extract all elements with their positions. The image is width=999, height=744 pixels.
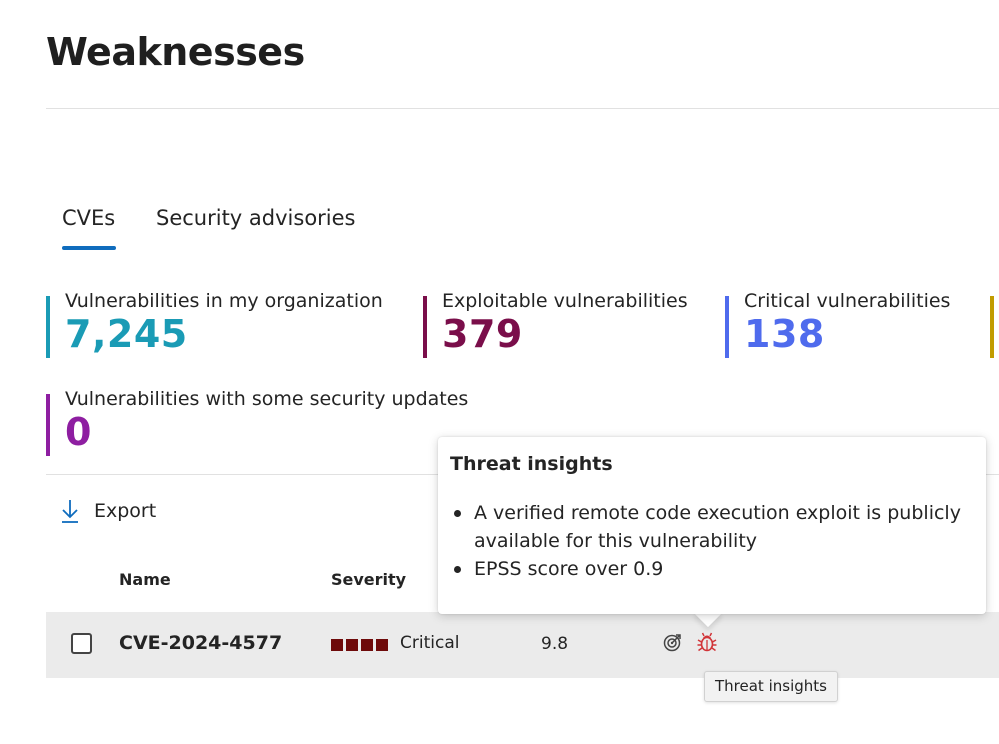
cvss-score: 9.8 (541, 634, 569, 654)
export-label: Export (94, 500, 157, 522)
cve-name[interactable]: CVE-2024-4577 (119, 632, 283, 654)
row-checkbox[interactable] (71, 633, 92, 654)
stat-color-bar (423, 296, 427, 358)
stat-label: Exploitable vulnerabilities (442, 290, 688, 312)
severity-label: Critical (400, 633, 460, 653)
export-button[interactable]: Export (60, 496, 156, 526)
stat-label: Vulnerabilities in my organization (65, 290, 383, 312)
download-arrow-icon (62, 500, 78, 523)
severity-square (361, 639, 373, 651)
tab-selected-indicator (62, 246, 116, 250)
tab-security-advisories[interactable]: Security advisories (156, 206, 356, 230)
popover-list: A verified remote code execution exploit… (450, 499, 970, 583)
stat-color-bar (725, 296, 729, 358)
stat-label: Critical vulnerabilities (744, 290, 951, 312)
target-icon[interactable] (663, 632, 683, 652)
severity-indicator (331, 639, 388, 651)
page-title: Weaknesses (46, 30, 305, 74)
stat-label: Vulnerabilities with some security updat… (65, 388, 469, 410)
tab-cves[interactable]: CVEs (62, 206, 116, 230)
title-divider (46, 108, 999, 109)
tooltip: Threat insights (704, 671, 838, 702)
popover-title: Threat insights (450, 453, 613, 475)
popover-list-item: A verified remote code execution exploit… (450, 499, 970, 555)
table-row[interactable] (46, 612, 999, 678)
stat-color-bar (990, 296, 994, 358)
stat-value: 379 (442, 312, 523, 356)
severity-square (331, 639, 343, 651)
stat-color-bar (46, 394, 50, 456)
column-header-name[interactable]: Name (119, 570, 171, 589)
severity-square (376, 639, 388, 651)
threat-insights-popover: Threat insights A verified remote code e… (438, 437, 986, 614)
stat-color-bar (46, 296, 50, 358)
stat-value: 138 (744, 312, 825, 356)
stat-value: 7,245 (65, 312, 188, 356)
severity-square (346, 639, 358, 651)
popover-list-item: EPSS score over 0.9 (450, 555, 970, 583)
stat-value: 0 (65, 410, 92, 454)
column-header-severity[interactable]: Severity (331, 570, 407, 589)
bug-icon[interactable] (696, 631, 718, 653)
